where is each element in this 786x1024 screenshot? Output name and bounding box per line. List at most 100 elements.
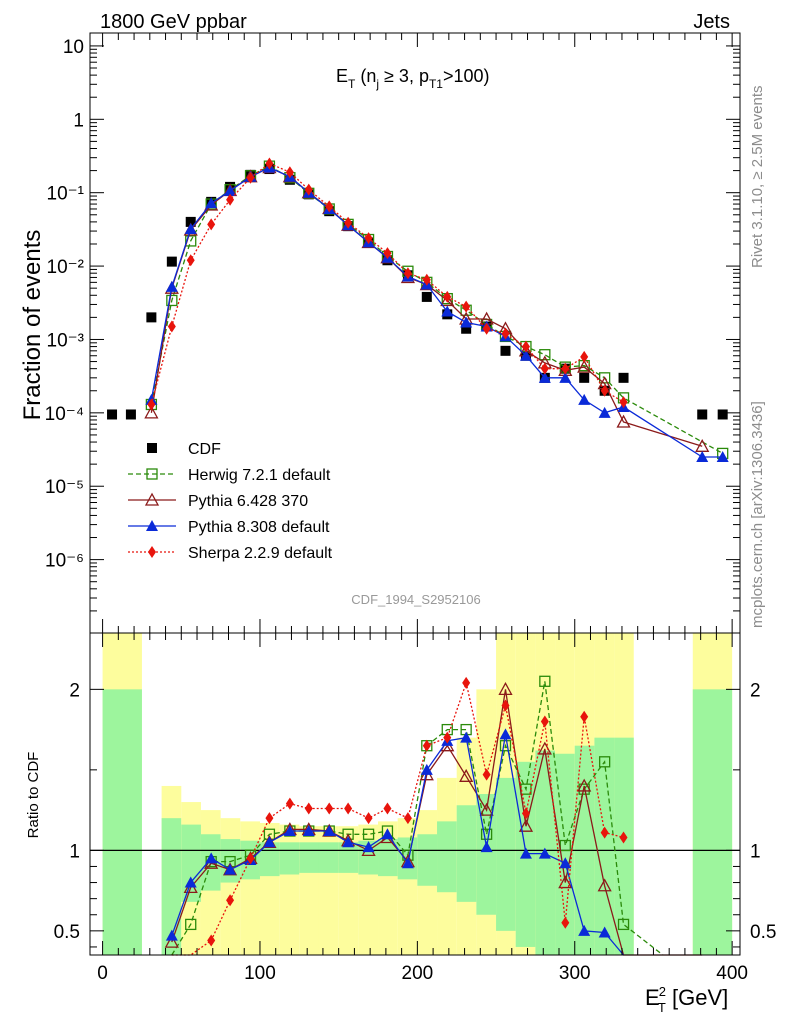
marker-cdf [166, 256, 177, 267]
marker-sherpa [148, 546, 156, 558]
y-tick-label: 10⁻⁵ [45, 477, 84, 498]
band-inner [358, 840, 379, 875]
marker-pythia8 [519, 847, 532, 859]
marker-pythia8 [578, 924, 591, 936]
marker-sherpa [462, 300, 471, 313]
marker-sherpa [600, 384, 609, 397]
marker-sherpa [443, 731, 452, 744]
marker-pythia8 [696, 451, 709, 463]
marker-sherpa [482, 322, 491, 335]
marker-sherpa [304, 802, 313, 815]
ratio-xlabel: E2 T [GeV] [645, 984, 728, 1015]
band-inner [417, 834, 438, 886]
marker-pythia8 [146, 520, 158, 531]
marker-sherpa [207, 218, 216, 231]
legend-label: Pythia 8.308 default [188, 519, 330, 536]
series-line-herwig [150, 165, 724, 454]
ratio-panel-frame [89, 632, 741, 956]
marker-herwig [185, 918, 197, 931]
marker-sherpa [167, 320, 176, 333]
ratio-series-group [164, 675, 703, 956]
marker-sherpa [186, 254, 195, 267]
ratio-panel: 0.5 0.5 1 1 2 2 0 100 200 300 400 Ratio to CDF E2 T… [25, 632, 776, 1015]
marker-pythia8 [598, 926, 611, 938]
x-tick-label: 400 [716, 963, 748, 984]
band-inner [496, 777, 516, 931]
band-inner [161, 818, 182, 955]
marker-cdf [147, 443, 157, 453]
marker-cdf [618, 372, 629, 383]
band-inner [378, 839, 398, 877]
legend-label: CDF [188, 441, 221, 458]
series-line-pythia8 [150, 166, 723, 458]
marker-pythia6 [616, 414, 631, 428]
marker-pythia8 [165, 929, 178, 941]
band-inner [181, 824, 201, 902]
marker-pythia8 [559, 371, 572, 383]
band-inner [318, 842, 339, 873]
marker-cdf [697, 409, 708, 420]
header-right: Jets [693, 11, 730, 33]
marker-sherpa [619, 396, 628, 409]
band-inner [299, 842, 319, 873]
marker-sherpa [265, 157, 274, 170]
marker-pythia6 [440, 293, 455, 307]
marker-sherpa [364, 812, 373, 825]
series-pythia8 [145, 161, 729, 463]
marker-sherpa [147, 398, 156, 411]
marker-herwig [559, 839, 571, 852]
marker-pythia8 [205, 197, 218, 209]
marker-sherpa [422, 739, 431, 752]
marker-pythia6 [577, 778, 592, 792]
marker-sherpa [265, 812, 274, 825]
marker-cdf [579, 372, 590, 383]
band-outer [220, 818, 241, 955]
band-inner [279, 842, 300, 875]
marker-sherpa [285, 797, 294, 810]
header-left: 1800 GeV ppbar [100, 11, 247, 33]
marker-herwig [362, 828, 375, 840]
legend-entry-cdf: CDF [147, 441, 221, 458]
y-tick-label: 1 [73, 110, 84, 131]
marker-herwig [185, 235, 197, 247]
marker-sherpa [561, 916, 570, 929]
marker-pythia8 [716, 451, 729, 463]
band-inner [476, 794, 497, 915]
marker-pythia8 [420, 763, 433, 775]
marker-sherpa [580, 710, 589, 723]
marker-pythia6 [479, 802, 494, 816]
marker-pythia6 [597, 878, 612, 892]
series-cdf [107, 164, 728, 420]
marker-pythia6 [518, 818, 534, 832]
x-tick-label: 200 [402, 963, 434, 984]
marker-sherpa [540, 715, 549, 728]
marker-sherpa [325, 200, 334, 213]
marker-pythia8 [381, 828, 394, 840]
marker-pythia8 [165, 280, 178, 292]
main-panel-frame [89, 32, 741, 634]
marker-pythia8 [441, 305, 454, 317]
marker-sherpa [600, 826, 609, 839]
band-inner [437, 821, 457, 893]
marker-sherpa [285, 166, 294, 179]
x-tick-label: 300 [559, 963, 591, 984]
band-inner [614, 737, 634, 955]
legend-entry-sherpa: Sherpa 2.2.9 default [128, 545, 333, 562]
marker-herwig [598, 756, 611, 768]
marker-cdf [125, 409, 136, 420]
marker-sherpa [443, 290, 452, 303]
marker-sherpa [246, 171, 255, 184]
marker-pythia8 [538, 847, 551, 859]
x-tick-label: 0 [97, 963, 108, 984]
marker-cdf [717, 409, 728, 420]
marker-pythia8 [401, 857, 414, 869]
chart-title: ET (nj ≥ 3, pT1>100) [336, 66, 490, 91]
ratio-series-sherpa [171, 676, 628, 956]
marker-sherpa [619, 831, 628, 844]
marker-pythia8 [559, 857, 572, 869]
marker-pythia6 [164, 934, 179, 948]
marker-pythia6 [144, 405, 159, 419]
marker-sherpa [304, 183, 313, 196]
marker-pythia8 [224, 863, 237, 875]
